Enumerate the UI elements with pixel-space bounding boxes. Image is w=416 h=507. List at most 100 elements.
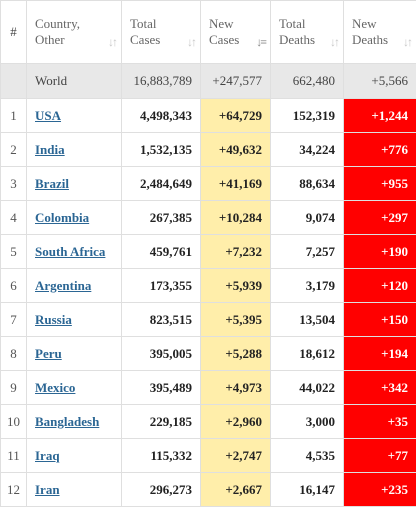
rank-header: # bbox=[1, 1, 27, 64]
new-cases-cell: +4,973 bbox=[201, 371, 271, 405]
rank-cell: 4 bbox=[1, 201, 27, 235]
new-deaths-cell: +190 bbox=[344, 235, 416, 269]
total-deaths-cell: 9,074 bbox=[271, 201, 344, 235]
sort-active-icon[interactable]: ↓≡ bbox=[256, 34, 265, 50]
country-cell: Bangladesh bbox=[27, 405, 122, 439]
new-deaths-cell: +35 bbox=[344, 405, 416, 439]
country-cell: India bbox=[27, 133, 122, 167]
country-link[interactable]: USA bbox=[35, 108, 61, 123]
header-row: # Country, Other ↓↑ Total Cases ↓↑ New C… bbox=[1, 1, 416, 64]
new-deaths-cell: +1,244 bbox=[344, 99, 416, 133]
new-deaths-cell: +235 bbox=[344, 473, 416, 507]
new-cases-header[interactable]: New Cases ↓≡ bbox=[201, 1, 271, 64]
country-cell: Brazil bbox=[27, 167, 122, 201]
total-cases-cell: 395,489 bbox=[122, 371, 201, 405]
total-cases-header[interactable]: Total Cases ↓↑ bbox=[122, 1, 201, 64]
rank-cell: 6 bbox=[1, 269, 27, 303]
total-cases-cell: 229,185 bbox=[122, 405, 201, 439]
country-link[interactable]: Brazil bbox=[35, 176, 69, 191]
total-deaths-cell: 34,224 bbox=[271, 133, 344, 167]
new-cases-cell: +2,960 bbox=[201, 405, 271, 439]
country-link[interactable]: Russia bbox=[35, 312, 72, 327]
new-deaths-cell: +776 bbox=[344, 133, 416, 167]
country-link[interactable]: Iran bbox=[35, 482, 60, 497]
new-cases-cell: +7,232 bbox=[201, 235, 271, 269]
total-deaths-cell: 7,257 bbox=[271, 235, 344, 269]
world-name: World bbox=[27, 64, 122, 99]
new-deaths-cell: +342 bbox=[344, 371, 416, 405]
new-cases-cell: +5,939 bbox=[201, 269, 271, 303]
country-cell: USA bbox=[27, 99, 122, 133]
new-cases-cell: +5,288 bbox=[201, 337, 271, 371]
country-cell: Mexico bbox=[27, 371, 122, 405]
country-cell: Russia bbox=[27, 303, 122, 337]
country-header[interactable]: Country, Other ↓↑ bbox=[27, 1, 122, 64]
total-deaths-cell: 44,022 bbox=[271, 371, 344, 405]
world-rank-cell bbox=[1, 64, 27, 99]
new-deaths-cell: +150 bbox=[344, 303, 416, 337]
country-cell: Colombia bbox=[27, 201, 122, 235]
new-cases-cell: +49,632 bbox=[201, 133, 271, 167]
rank-cell: 2 bbox=[1, 133, 27, 167]
new-deaths-cell: +194 bbox=[344, 337, 416, 371]
country-link[interactable]: India bbox=[35, 142, 65, 157]
rank-cell: 5 bbox=[1, 235, 27, 269]
total-cases-cell: 173,355 bbox=[122, 269, 201, 303]
total-deaths-cell: 88,634 bbox=[271, 167, 344, 201]
country-link[interactable]: Mexico bbox=[35, 380, 75, 395]
new-cases-cell: +2,667 bbox=[201, 473, 271, 507]
country-link[interactable]: Colombia bbox=[35, 210, 89, 225]
total-deaths-cell: 152,319 bbox=[271, 99, 344, 133]
new-cases-cell: +64,729 bbox=[201, 99, 271, 133]
country-link[interactable]: Peru bbox=[35, 346, 62, 361]
total-deaths-cell: 13,504 bbox=[271, 303, 344, 337]
total-cases-cell: 395,005 bbox=[122, 337, 201, 371]
world-new-cases: +247,577 bbox=[201, 64, 271, 99]
new-cases-cell: +2,747 bbox=[201, 439, 271, 473]
sort-icon[interactable]: ↓↑ bbox=[108, 34, 116, 50]
total-deaths-cell: 3,000 bbox=[271, 405, 344, 439]
total-cases-cell: 1,532,135 bbox=[122, 133, 201, 167]
total-cases-cell: 2,484,649 bbox=[122, 167, 201, 201]
total-cases-cell: 296,273 bbox=[122, 473, 201, 507]
total-deaths-cell: 16,147 bbox=[271, 473, 344, 507]
country-link[interactable]: Argentina bbox=[35, 278, 91, 293]
rank-cell: 11 bbox=[1, 439, 27, 473]
country-link[interactable]: Iraq bbox=[35, 448, 60, 463]
rank-cell: 9 bbox=[1, 371, 27, 405]
country-cell: Argentina bbox=[27, 269, 122, 303]
total-deaths-header[interactable]: Total Deaths ↓↑ bbox=[271, 1, 344, 64]
new-deaths-cell: +955 bbox=[344, 167, 416, 201]
total-deaths-cell: 18,612 bbox=[271, 337, 344, 371]
country-cell: South Africa bbox=[27, 235, 122, 269]
country-cell: Peru bbox=[27, 337, 122, 371]
new-cases-cell: +5,395 bbox=[201, 303, 271, 337]
sort-icon[interactable]: ↓↑ bbox=[330, 34, 338, 50]
rank-cell: 1 bbox=[1, 99, 27, 133]
new-cases-cell: +41,169 bbox=[201, 167, 271, 201]
new-cases-cell: +10,284 bbox=[201, 201, 271, 235]
rank-cell: 3 bbox=[1, 167, 27, 201]
country-link[interactable]: Bangladesh bbox=[35, 414, 99, 429]
country-link[interactable]: South Africa bbox=[35, 244, 105, 259]
total-deaths-cell: 4,535 bbox=[271, 439, 344, 473]
sort-icon[interactable]: ↓↑ bbox=[403, 34, 411, 50]
sort-icon[interactable]: ↓↑ bbox=[187, 34, 195, 50]
new-deaths-header[interactable]: New Deaths ↓↑ bbox=[344, 1, 416, 64]
total-deaths-cell: 3,179 bbox=[271, 269, 344, 303]
new-deaths-cell: +297 bbox=[344, 201, 416, 235]
world-new-deaths: +5,566 bbox=[344, 64, 416, 99]
rank-cell: 7 bbox=[1, 303, 27, 337]
country-cell: Iran bbox=[27, 473, 122, 507]
